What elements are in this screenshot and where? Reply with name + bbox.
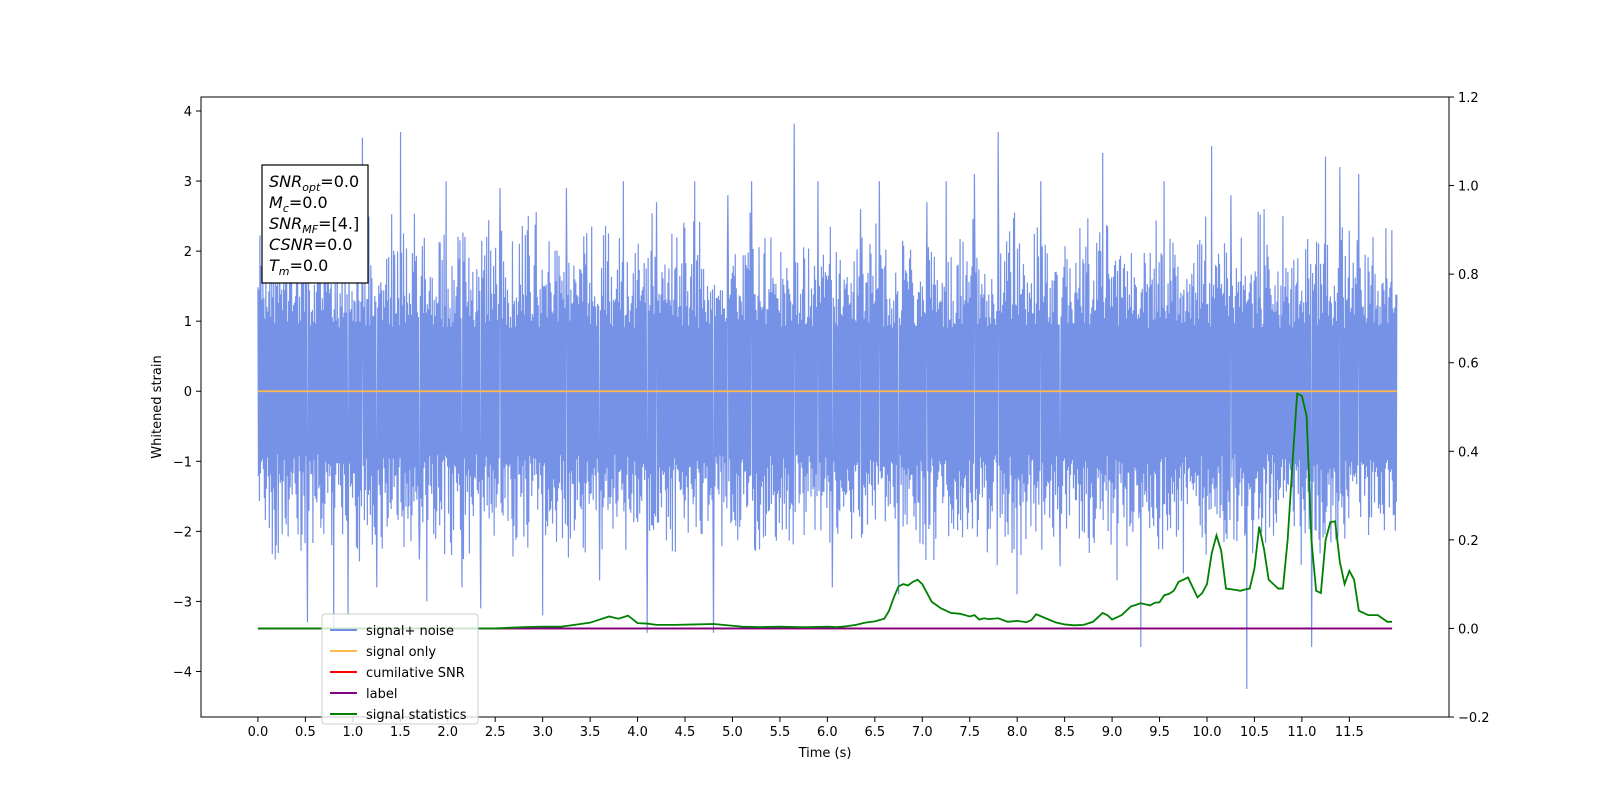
legend-label: signal statistics <box>366 708 467 723</box>
x-tick-label: 3.0 <box>532 725 553 740</box>
x-tick-label: 10.0 <box>1193 725 1222 740</box>
legend: signal+ noise signal only cumilative SNR la… <box>321 613 479 725</box>
x-tick-label: 0.0 <box>248 725 269 740</box>
y-axis-right: 1.2 1.0 0.8 0.6 0.4 0.2 0.0 −0.2 <box>1449 91 1490 726</box>
y-tick-label: −1 <box>173 455 192 470</box>
y2-tick-label: 1.0 <box>1458 180 1479 195</box>
x-tick-label: 7.5 <box>959 725 980 740</box>
y-tick-label: −3 <box>173 595 192 610</box>
y-tick-label: 2 <box>184 245 192 260</box>
x-axis-label: Time (s) <box>798 746 852 761</box>
y2-tick-label: −0.2 <box>1458 711 1490 726</box>
legend-label: cumilative SNR <box>366 666 465 681</box>
info-line: SNRMF=[4.] <box>269 214 359 236</box>
y2-tick-label: 0.6 <box>1458 357 1479 372</box>
y-tick-label: −2 <box>173 525 192 540</box>
info-line: Tm=0.0 <box>269 256 328 278</box>
x-tick-label: 5.0 <box>722 725 743 740</box>
plot-area <box>200 96 1450 718</box>
x-tick-label: 5.5 <box>770 725 791 740</box>
x-tick-label: 1.0 <box>343 725 364 740</box>
info-line: SNRopt=0.0 <box>269 172 359 194</box>
y-tick-label: 3 <box>184 175 192 190</box>
x-tick-label: 9.5 <box>1149 725 1170 740</box>
x-tick-label: 2.5 <box>485 725 506 740</box>
y-tick-label: 1 <box>184 315 192 330</box>
legend-label: signal+ noise <box>366 624 454 639</box>
info-line: Mc=0.0 <box>269 193 328 215</box>
x-tick-label: 10.5 <box>1240 725 1269 740</box>
y2-tick-label: 0.8 <box>1458 268 1479 283</box>
y-tick-label: 4 <box>184 105 192 120</box>
x-tick-label: 6.5 <box>864 725 885 740</box>
x-tick-label: 6.0 <box>817 725 838 740</box>
x-tick-label: 8.0 <box>1007 725 1028 740</box>
legend-label: label <box>366 687 397 702</box>
y-tick-label: 0 <box>184 385 192 400</box>
x-tick-label: 4.0 <box>627 725 648 740</box>
x-tick-label: 4.5 <box>675 725 696 740</box>
x-tick-label: 11.0 <box>1287 725 1316 740</box>
y2-tick-label: 0.2 <box>1458 534 1479 549</box>
y-axis-left: 4 3 2 1 0 −1 −2 −3 −4 <box>173 105 201 680</box>
x-tick-label: 8.5 <box>1054 725 1075 740</box>
x-tick-label: 0.5 <box>295 725 316 740</box>
x-tick-label: 9.0 <box>1102 725 1123 740</box>
y2-tick-label: 0.4 <box>1458 445 1479 460</box>
x-tick-label: 11.5 <box>1335 725 1364 740</box>
series-signal-statistics-line <box>257 392 1393 630</box>
series-signal-noise-line <box>257 123 1398 689</box>
info-line: CSNR=0.0 <box>269 235 353 254</box>
x-tick-label: 1.5 <box>390 725 411 740</box>
y-tick-label: −4 <box>173 665 192 680</box>
x-tick-label: 3.5 <box>580 725 601 740</box>
x-tick-label: 7.0 <box>912 725 933 740</box>
x-axis: 0.0 0.5 1.0 1.5 2.0 2.5 3.0 3.5 4.0 4.5 5.0 5.5 6.0 6… <box>248 717 1364 740</box>
y2-tick-label: 0.0 <box>1458 622 1479 637</box>
x-tick-label: 2.0 <box>437 725 458 740</box>
y-axis-label: Whitened strain <box>150 355 165 458</box>
legend-label: signal only <box>366 645 436 660</box>
y2-tick-label: 1.2 <box>1458 91 1479 106</box>
